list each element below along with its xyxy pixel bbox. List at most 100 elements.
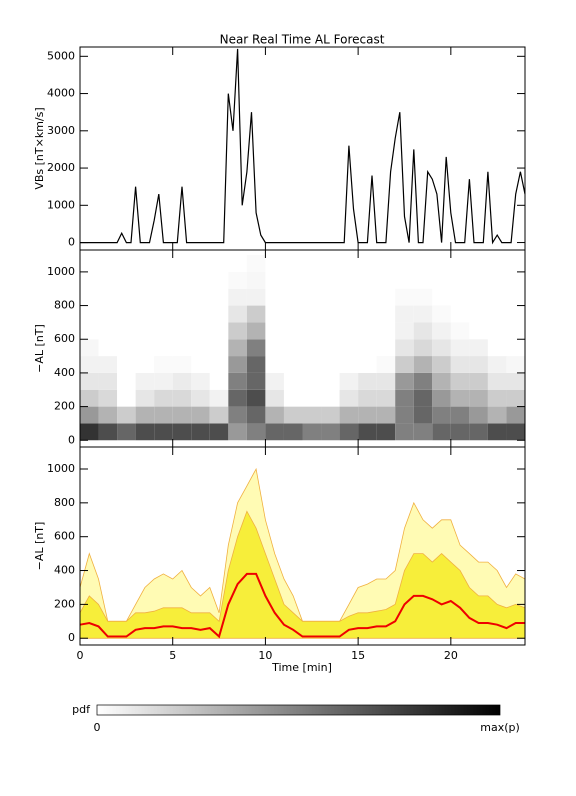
heatmap-cell	[209, 389, 229, 407]
heatmap-cell	[154, 271, 173, 289]
heatmap-cell	[413, 288, 433, 306]
heatmap-cell	[228, 255, 247, 272]
heatmap-cell	[487, 339, 507, 357]
heatmap-cell	[172, 423, 192, 441]
heatmap-cell	[98, 271, 118, 289]
x-tick-label: 0	[77, 649, 84, 662]
heatmap-cell	[80, 372, 99, 390]
heatmap-cell	[302, 271, 322, 289]
heatmap-cell	[432, 423, 451, 441]
heatmap-cell	[135, 356, 155, 373]
heatmap-cell	[154, 423, 173, 441]
heatmap-cell	[339, 339, 359, 357]
y-tick-label: 0	[68, 631, 75, 644]
heatmap-cell	[487, 255, 507, 272]
heatmap-cell	[395, 406, 414, 424]
heatmap-cell	[191, 372, 210, 390]
heatmap-cell	[98, 406, 118, 424]
heatmap-cell	[321, 271, 340, 289]
heatmap-cell	[450, 423, 470, 441]
heatmap-cell	[487, 288, 507, 306]
heatmap-cell	[154, 406, 173, 424]
heatmap-cell	[209, 271, 229, 289]
heatmap-cell	[395, 271, 414, 289]
heatmap-cell	[228, 406, 247, 424]
heatmap-cell	[80, 339, 99, 357]
y-tick-label: 800	[54, 299, 75, 312]
heatmap-cell	[395, 288, 414, 306]
heatmap-cell	[283, 322, 303, 340]
heatmap-cell	[358, 406, 377, 424]
heatmap-cell	[265, 288, 284, 306]
heatmap-cell	[321, 423, 340, 441]
heatmap-cell	[80, 305, 99, 323]
heatmap-cell	[506, 288, 525, 306]
heatmap-cell	[191, 406, 210, 424]
heatmap-cell	[80, 406, 99, 424]
heatmap-cell	[302, 406, 322, 424]
heatmap-cell	[321, 372, 340, 390]
heatmap-cell	[506, 389, 525, 407]
heatmap-cell	[358, 339, 377, 357]
heatmap-cell	[321, 356, 340, 373]
heatmap-cell	[80, 423, 99, 441]
heatmap-cell	[228, 288, 247, 306]
heatmap-cell	[395, 322, 414, 340]
y-tick-label: 400	[54, 366, 75, 379]
heatmap-cell	[339, 356, 359, 373]
heatmap-cell	[395, 339, 414, 357]
y-tick-label: 0	[68, 236, 75, 249]
heatmap-cell	[395, 372, 414, 390]
heatmap-cell	[172, 255, 192, 272]
heatmap-cell	[117, 322, 136, 340]
heatmap-cell	[450, 389, 470, 407]
heatmap-cell	[172, 389, 192, 407]
panel-frame	[79, 446, 526, 646]
y-tick-label: 1000	[47, 198, 75, 211]
heatmap-cell	[358, 255, 377, 272]
heatmap-cell	[506, 356, 525, 373]
heatmap-cell	[302, 255, 322, 272]
heatmap-cell	[246, 339, 266, 357]
heatmap-cell	[487, 389, 507, 407]
heatmap-cell	[265, 271, 284, 289]
heatmap-cell	[413, 389, 433, 407]
heatmap-cell	[154, 255, 173, 272]
heatmap-cell	[172, 322, 192, 340]
heatmap-cell	[450, 406, 470, 424]
heatmap-cell	[135, 322, 155, 340]
heatmap-cell	[209, 339, 229, 357]
heatmap-cell	[246, 356, 266, 373]
heatmap-cell	[450, 339, 470, 357]
heatmap-cell	[302, 423, 322, 441]
x-tick-label: 5	[169, 649, 176, 662]
heatmap-cell	[413, 356, 433, 373]
heatmap-cell	[172, 339, 192, 357]
heatmap-cell	[246, 389, 266, 407]
heatmap-cell	[117, 288, 136, 306]
heatmap-cell	[228, 372, 247, 390]
heatmap-cell	[376, 423, 396, 441]
heatmap-cell	[469, 423, 488, 441]
heatmap-cell	[450, 356, 470, 373]
heatmap-cell	[413, 305, 433, 323]
heatmap-cell	[98, 356, 118, 373]
heatmap-cell	[487, 322, 507, 340]
heatmap-cell	[432, 372, 451, 390]
heatmap-cell	[395, 389, 414, 407]
heatmap-cell	[154, 322, 173, 340]
heatmap-cell	[339, 423, 359, 441]
heatmap-cell	[321, 389, 340, 407]
heatmap-cell	[432, 406, 451, 424]
heatmap-cell	[432, 339, 451, 357]
heatmap-cell	[209, 305, 229, 323]
heatmap-cell	[283, 271, 303, 289]
heatmap-cell	[302, 372, 322, 390]
y-tick-label: 2000	[47, 161, 75, 174]
heatmap-cell	[339, 288, 359, 306]
y-tick-label: 200	[54, 400, 75, 413]
heatmap-cell	[283, 305, 303, 323]
heatmap-cell	[209, 356, 229, 373]
heatmap-cell	[376, 322, 396, 340]
